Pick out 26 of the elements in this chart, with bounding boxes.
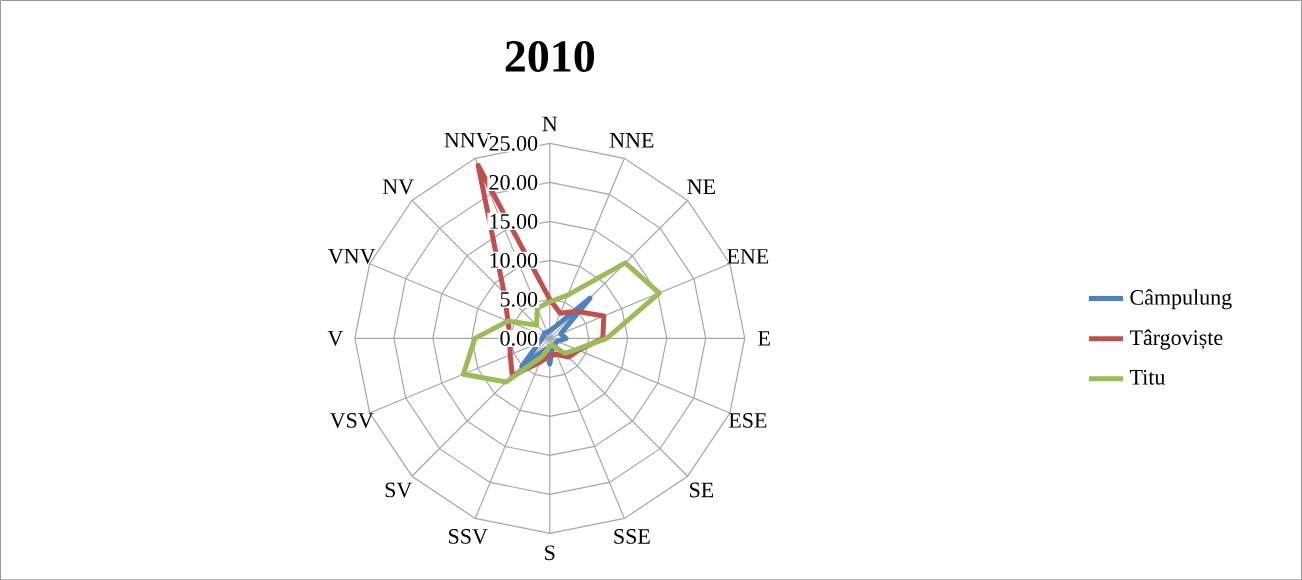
spoke-label: SSV [449,528,488,544]
legend-label: Târgoviște [1129,329,1223,350]
spoke-label: N [542,116,558,132]
spoke-label: NNE [609,132,654,148]
y-tick-label: 15.00 [490,213,538,229]
y-tick-label: 20.00 [489,174,538,190]
spoke-label: S [545,545,555,561]
spoke-label: VSV [329,412,374,428]
spoke-label: NNV [444,132,492,148]
spoke-label: VNV [328,248,376,264]
spoke-label: V [327,330,344,346]
y-tick-label: 5.00 [500,291,538,307]
legend-label: Câmpulung [1130,289,1232,310]
y-tick-label: 10.00 [490,252,538,268]
legend-label: Titu [1129,369,1166,385]
spoke-label: NE [687,179,715,194]
spoke-label: NV [382,179,414,194]
chart-title: 2010 [505,40,595,72]
spoke-label: SV [385,482,412,498]
spoke-label: E [758,331,770,346]
spoke-label: SSE [614,528,650,544]
y-tick-label: 0.00 [500,330,538,346]
spoke-label: ESE [728,412,767,428]
spoke-label: SE [690,482,714,498]
y-tick-label: 25.00 [489,135,538,151]
spoke-label: ENE [727,248,769,264]
